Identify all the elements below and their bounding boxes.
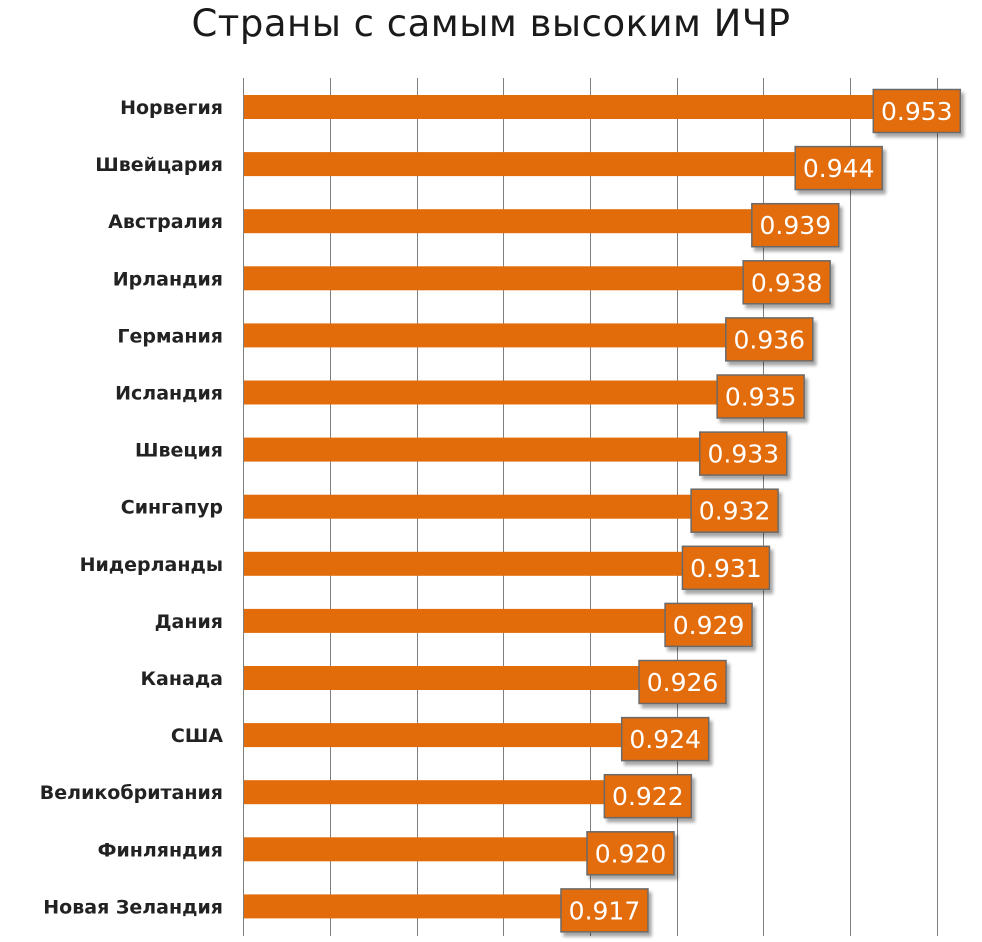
bar: [244, 437, 703, 462]
bar: [244, 494, 695, 519]
bar: [244, 837, 590, 862]
bar: [244, 551, 686, 576]
category-label: Дания: [155, 611, 223, 633]
bar: [244, 608, 669, 633]
data-label-text: 0.922: [612, 782, 684, 811]
data-label: 0.924: [620, 716, 710, 762]
category-label: Нидерланды: [80, 554, 223, 576]
data-label-text: 0.944: [803, 154, 875, 183]
data-label-box: [725, 317, 814, 362]
data-label-text: 0.933: [707, 440, 779, 469]
category-label: Норвегия: [120, 97, 223, 119]
data-label: 0.929: [664, 602, 753, 648]
data-label: 0.920: [586, 831, 675, 876]
data-label: 0.938: [742, 260, 831, 305]
data-label: 0.933: [699, 431, 788, 476]
data-label-box: [603, 773, 693, 819]
category-label: Исландия: [115, 383, 223, 405]
bar: [244, 95, 877, 119]
category-label: Канада: [141, 668, 223, 690]
data-label-box: [638, 659, 727, 705]
bar: [244, 666, 643, 690]
data-label-text: 0.931: [690, 554, 762, 583]
category-label: США: [171, 725, 223, 747]
data-label: 0.917: [560, 888, 649, 933]
category-label: Швеция: [135, 440, 223, 462]
data-label: 0.926: [638, 659, 727, 705]
category-labels: Норвегия Швейцария Австралия Ирландия Герман…: [40, 97, 223, 918]
data-label-box: [716, 374, 805, 419]
data-label-text: 0.935: [725, 383, 797, 412]
data-label-text: 0.932: [699, 497, 771, 526]
data-label-box: [690, 488, 779, 533]
category-label: Ирландия: [113, 268, 223, 290]
category-label: Финляндия: [98, 839, 223, 861]
data-label-text: 0.929: [673, 611, 745, 640]
data-label: 0.931: [681, 545, 771, 591]
data-label-box: [699, 431, 788, 476]
data-label-box: [742, 260, 831, 305]
data-label-text: 0.920: [595, 839, 667, 868]
bar: [244, 323, 729, 348]
data-label: 0.935: [716, 374, 805, 419]
category-label: Германия: [117, 325, 223, 347]
data-label: 0.932: [690, 488, 779, 533]
bar: [244, 894, 564, 919]
category-label: Швейцария: [95, 154, 223, 176]
data-label-text: 0.926: [647, 668, 719, 697]
data-label-box: [586, 831, 675, 876]
bar: [244, 266, 747, 291]
bar: [244, 380, 721, 405]
data-label: 0.944: [794, 145, 883, 191]
data-label-text: 0.953: [881, 97, 953, 126]
data-label-box: [664, 602, 753, 648]
chart-title: Страны с самым высоким ИЧР: [191, 2, 791, 45]
data-label-text: 0.936: [734, 325, 806, 354]
data-label-box: [794, 145, 883, 191]
bar: [244, 780, 608, 805]
category-label: Австралия: [108, 211, 223, 233]
bars-group: [244, 95, 877, 919]
data-label-text: 0.939: [760, 211, 832, 240]
data-label: 0.953: [872, 88, 962, 134]
category-label: Великобритания: [40, 782, 223, 804]
data-label: 0.936: [725, 317, 814, 362]
bar: [244, 152, 799, 177]
category-label: Новая Зеландия: [43, 896, 223, 918]
data-label: 0.922: [603, 773, 693, 819]
data-label-text: 0.938: [751, 268, 823, 297]
data-label-box: [872, 88, 962, 134]
data-label-box: [620, 716, 710, 762]
data-label-text: 0.917: [569, 896, 641, 925]
category-label: Сингапур: [121, 497, 223, 519]
data-label-box: [681, 545, 771, 591]
data-label-box: [560, 888, 649, 933]
data-label-text: 0.924: [629, 725, 701, 754]
data-label: 0.939: [751, 202, 840, 248]
data-label-box: [751, 202, 840, 248]
bar: [244, 723, 625, 748]
bar: [244, 209, 755, 234]
